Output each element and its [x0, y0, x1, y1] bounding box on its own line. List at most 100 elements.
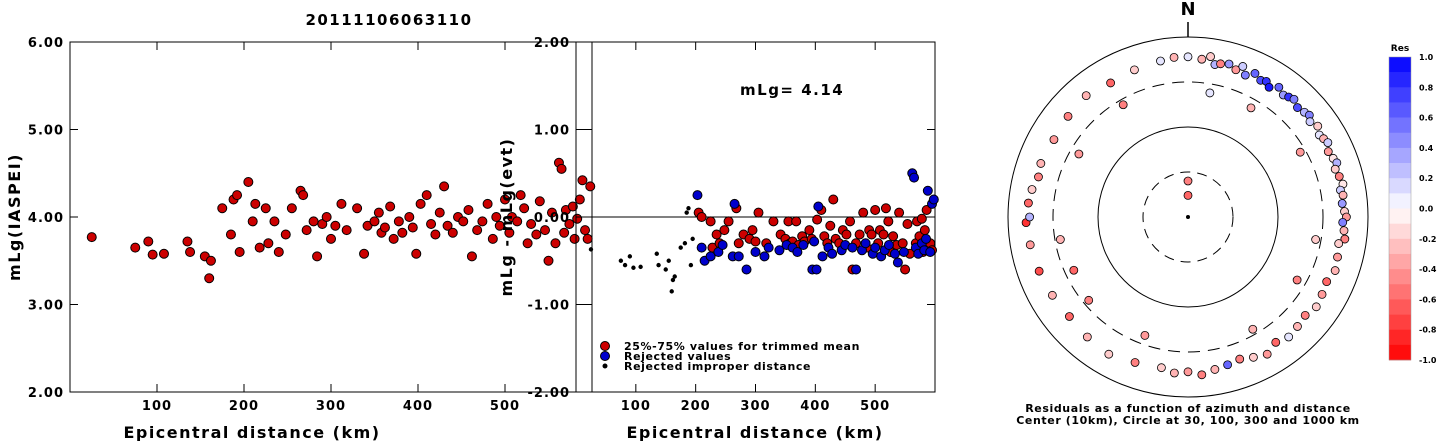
improper-distance-point — [656, 262, 661, 268]
x-tick-label: 400 — [403, 399, 433, 414]
legend-label-improper: Rejected improper distance — [624, 360, 811, 373]
station-residual — [1197, 54, 1207, 64]
x-tick-label: 100 — [142, 399, 172, 414]
accepted-point — [919, 225, 930, 236]
data-point — [312, 251, 323, 262]
station-residual — [1205, 88, 1215, 98]
rejected-point — [860, 238, 871, 249]
rejected-point — [892, 257, 903, 268]
colorbar-tick-label: 1.0 — [1419, 53, 1434, 62]
station-residual — [1240, 70, 1250, 80]
station-residual — [1082, 332, 1092, 342]
rejected-point — [705, 251, 716, 262]
colorbar-tick-label: -0.8 — [1419, 326, 1437, 335]
data-point — [494, 220, 505, 231]
rejected-point — [847, 242, 858, 253]
rejected-point — [798, 240, 809, 250]
station-residual — [1231, 65, 1241, 75]
y-tick-label: 2.00 — [534, 36, 570, 51]
data-point — [519, 203, 530, 214]
y-tick-label: 6.00 — [28, 36, 64, 51]
accepted-point — [705, 216, 716, 227]
station-residual — [1025, 240, 1035, 250]
data-point — [504, 227, 515, 238]
legend-marker-rejected — [600, 351, 610, 361]
data-point — [404, 212, 415, 222]
data-point — [130, 242, 141, 253]
station-residual — [1183, 367, 1193, 377]
colorbar-cell — [1389, 208, 1411, 224]
data-point — [321, 212, 332, 222]
data-point — [286, 203, 297, 214]
colorbar-cell — [1389, 72, 1411, 88]
accepted-point — [845, 216, 856, 227]
station-residual — [1084, 295, 1094, 305]
data-point — [362, 220, 373, 231]
data-point — [308, 216, 319, 227]
data-point — [359, 248, 370, 259]
accepted-point — [812, 214, 823, 225]
data-point — [430, 229, 441, 240]
station-residual — [1156, 56, 1165, 66]
data-point — [388, 233, 399, 244]
data-point — [317, 219, 328, 229]
accepted-point — [854, 229, 865, 240]
caption-line-1: Residuals as a function of azimuth and d… — [1025, 402, 1351, 415]
station-residual — [1289, 94, 1299, 104]
data-point — [341, 225, 352, 236]
y-tick-label: -1.00 — [528, 299, 570, 314]
colorbar-tick-label: 0.0 — [1419, 205, 1434, 214]
data-point — [577, 175, 588, 186]
data-point — [526, 219, 537, 229]
data-point — [421, 190, 432, 201]
colorbar-cell — [1389, 117, 1411, 134]
legend: 25%-75% values for trimmed mean Rejected… — [600, 340, 859, 373]
station-residual — [1334, 239, 1344, 248]
station-residual — [1339, 226, 1349, 236]
data-point — [247, 216, 258, 227]
colorbar-tick-label: -0.2 — [1419, 235, 1437, 244]
data-point — [330, 220, 341, 231]
legend-label-rejected: Rejected values — [624, 350, 731, 363]
x-tick-label: 300 — [740, 399, 770, 414]
accepted-point — [791, 216, 802, 227]
station-residual — [1262, 349, 1272, 359]
rejected-point — [921, 233, 932, 244]
station-residual — [1118, 100, 1128, 110]
accepted-point — [897, 238, 908, 249]
station-residual — [1313, 121, 1323, 131]
data-point — [158, 248, 169, 259]
colorbar-tick-label: -0.6 — [1419, 295, 1437, 304]
data-point — [369, 216, 380, 227]
data-point — [550, 238, 561, 249]
station-residual — [1169, 53, 1179, 62]
station-residual — [1104, 349, 1114, 359]
improper-distance-point — [618, 258, 624, 263]
rejected-point — [889, 248, 900, 259]
y-tick-label: 2.00 — [28, 386, 64, 401]
data-point — [434, 207, 445, 218]
data-point — [411, 248, 422, 259]
improper-distance-point — [690, 236, 695, 242]
accepted-point — [828, 194, 839, 205]
data-point — [477, 216, 488, 227]
accepted-point — [804, 225, 815, 236]
data-point — [472, 225, 483, 236]
data-point — [442, 220, 453, 231]
accepted-point — [870, 205, 881, 215]
data-point — [205, 255, 216, 266]
station-residual — [1210, 365, 1220, 374]
x-tick-label: 100 — [621, 399, 651, 414]
data-point — [463, 205, 474, 215]
accepted-point — [768, 216, 779, 227]
data-point — [458, 216, 469, 227]
rejected-point — [750, 247, 761, 257]
y-tick-label: 1.00 — [534, 124, 570, 139]
rejected-point — [870, 242, 881, 253]
data-point — [273, 247, 284, 257]
data-point — [225, 229, 236, 240]
accepted-point — [900, 264, 911, 275]
data-point — [301, 225, 312, 236]
station-residual — [1274, 82, 1284, 92]
